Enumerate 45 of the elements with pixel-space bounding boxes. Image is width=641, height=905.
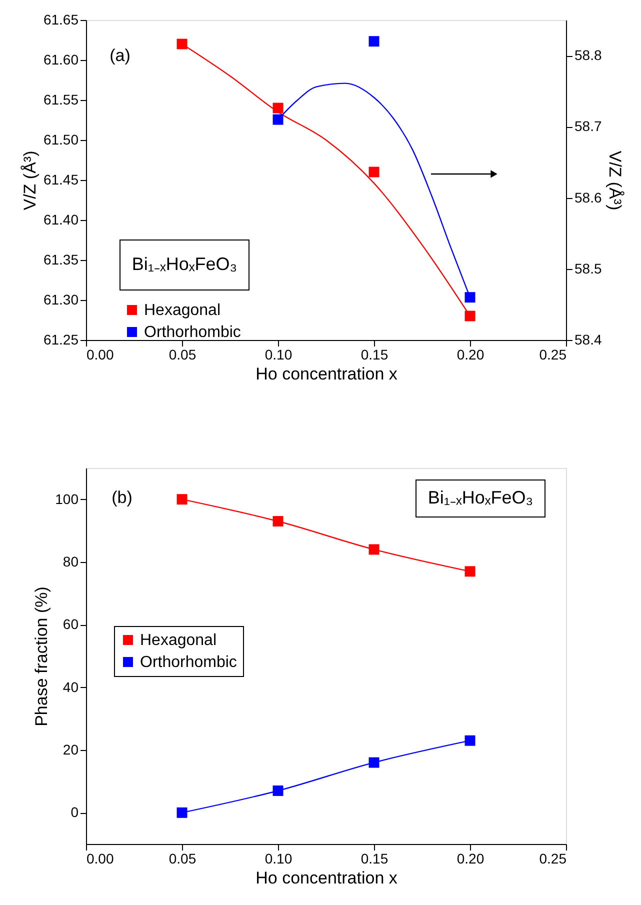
y-tick-label: 61.60 [43,52,79,68]
legend-label: Orthorhombic [140,654,237,671]
y2-tick-label: 58.6 [574,189,602,206]
y-tick-label: 60 [62,616,79,632]
y-axis-title: V/Z (Å³) [20,150,40,210]
y-tick-label: 61.35 [43,252,79,268]
x-axis-title: Ho concentration x [256,364,398,384]
y-tick-label: 80 [62,554,79,570]
x-tick-label: 0.00 [86,346,114,362]
y2-tick-label: 58.8 [574,47,602,64]
annotation: (a) [110,46,130,65]
y2-tick-label: 58.4 [574,332,602,348]
x-tick-label: 0.00 [86,850,114,866]
x-tick-label: 0.10 [264,850,292,866]
y2-tick-label: 58.5 [574,260,602,276]
x-tick-label: 0.15 [360,346,388,362]
annotation: Bi₁₋ₓHoₓFeO₃ [132,254,238,274]
y-tick-label: 61.40 [43,212,79,228]
x-tick-label: 0.05 [168,346,196,362]
y2-tick-label: 58.7 [574,118,602,134]
legend-label: Hexagonal [144,302,220,319]
y-tick-label: 0 [70,804,79,820]
x-tick-label: 0.25 [539,346,567,362]
x-tick-label: 0.05 [168,850,196,866]
y-tick-label: 61.45 [43,172,79,188]
x-tick-label: 0.20 [456,850,484,866]
x-tick-label: 0.10 [264,346,292,362]
legend-label: Orthorhombic [144,324,241,341]
y-tick-label: 61.65 [43,12,79,28]
x-tick-label: 0.25 [539,850,567,866]
annotation: (b) [112,488,132,507]
legend-label: Hexagonal [140,632,216,649]
y-axis-title: Phase fraction (%) [32,586,52,726]
y-tick-label: 20 [62,742,79,758]
annotation: Bi₁₋ₓHoₓFeO₃ [428,488,534,508]
y-tick-label: 61.25 [43,332,79,348]
y-tick-label: 61.55 [43,92,79,108]
y-tick-label: 61.30 [43,292,79,308]
y2-axis-title: V/Z (Å³) [606,150,625,210]
x-tick-label: 0.20 [456,346,484,362]
x-axis-title: Ho concentration x [256,868,398,888]
y-tick-label: 100 [55,490,79,507]
y-tick-label: 61.50 [43,132,79,148]
x-tick-label: 0.15 [360,850,388,866]
y-tick-label: 40 [62,678,79,695]
